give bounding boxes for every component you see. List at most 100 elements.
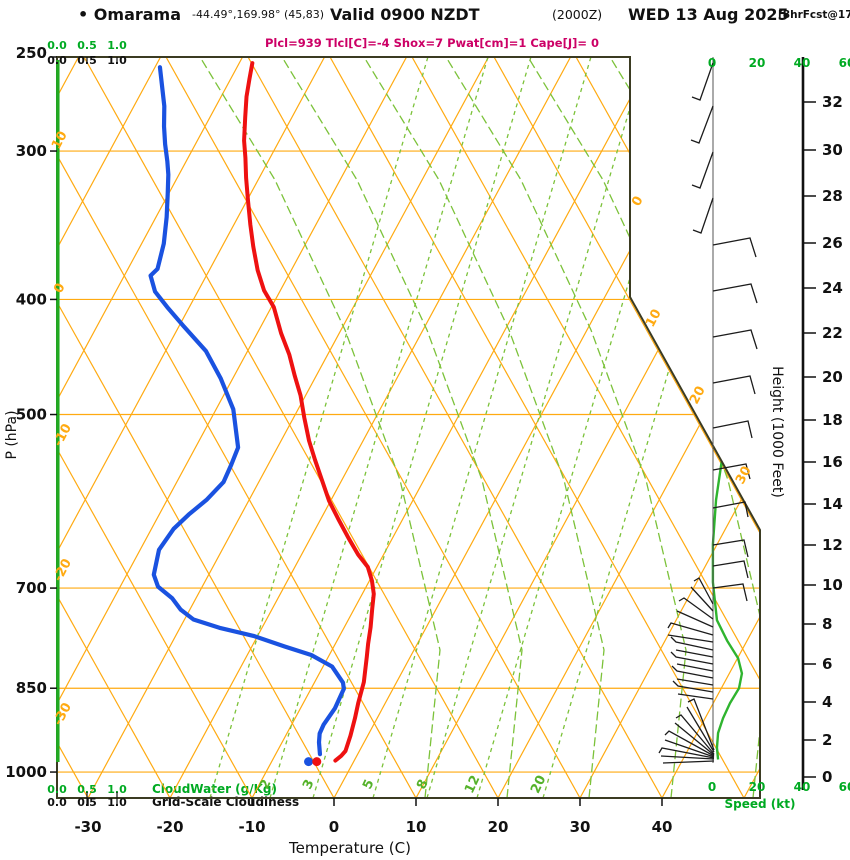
pressure-tick-label: 1000	[5, 763, 47, 781]
wind-barb	[693, 577, 714, 605]
pressure-tick-label: 300	[16, 142, 47, 160]
forecast-tag: [8hrFcst@1759z]	[778, 9, 850, 21]
dry-adiabat-line	[57, 57, 253, 798]
wind-barb	[667, 634, 714, 643]
moist-adiabat-line	[363, 57, 605, 798]
wind-barb	[670, 636, 714, 651]
speed-tick-label-bottom: 20	[749, 780, 766, 794]
temperature-tick-label: 10	[406, 818, 427, 836]
wind-barb	[712, 501, 749, 518]
pressure-tick-label: 400	[16, 290, 47, 308]
wind-barb	[675, 714, 715, 755]
isotherm-line	[333, 57, 736, 798]
wind-barb	[671, 665, 714, 679]
wind-barb	[672, 680, 714, 693]
height-tick-label: 18	[822, 411, 843, 429]
wind-barb	[712, 329, 758, 350]
speed-tick-label-top: 60	[839, 56, 850, 70]
isotherm-line	[661, 57, 760, 798]
wind-barb	[664, 739, 715, 758]
pressure-tick-label: 500	[16, 406, 47, 424]
height-tick-label: 6	[822, 655, 832, 673]
height-tick-label: 8	[822, 615, 832, 633]
wind-barb	[712, 237, 757, 258]
temperature-tick-label: 30	[570, 818, 591, 836]
mixing-ratio-label: 12	[462, 773, 483, 796]
wind-barb	[712, 583, 748, 602]
surface-temperature-dot	[312, 757, 322, 767]
wind-barb	[712, 283, 758, 304]
speed-tick-label-top: 0	[708, 56, 716, 70]
isotherm-line	[57, 57, 326, 798]
wind-barb	[712, 539, 749, 558]
cloudwater-scale-tick-bottom: 0.0	[47, 783, 67, 796]
moist-adiabat-line	[527, 57, 760, 798]
wind-barb	[676, 678, 714, 686]
dry-adiabat-line	[83, 57, 499, 798]
height-tick-label: 28	[822, 187, 843, 205]
wind-barb	[690, 586, 714, 612]
temperature-tick-label: 0	[329, 818, 339, 836]
mixing-ratio-label: 20	[528, 773, 549, 796]
wind-barb	[667, 622, 714, 636]
isotherm-line	[57, 57, 244, 798]
height-tick-label: 10	[822, 576, 843, 594]
cloudwater-scale-tick-bottom: 1.0	[107, 783, 127, 796]
cloudwater-scale-title: CloudWater (g/Kg)	[152, 782, 277, 796]
isotherm-label: -10	[51, 421, 75, 449]
mixing-ratio-line	[209, 57, 429, 798]
cloudwater-scale-tick-bottom: 0.5	[77, 783, 97, 796]
speed-tick-label-top: 40	[794, 56, 811, 70]
height-tick-label: 26	[822, 234, 843, 252]
cloudwater-scale-tick-top: 0.5	[77, 39, 97, 52]
station-coords: -44.49°,169.98° (45,83)	[192, 8, 324, 21]
speed-tick-label-top: 20	[749, 56, 766, 70]
speed-axis-title: Speed (kt)	[725, 797, 796, 811]
dry-adiabat-line	[57, 57, 171, 798]
moist-adiabat-line	[199, 57, 441, 798]
dry-adiabat-line	[165, 57, 581, 798]
mixing-ratio-line	[476, 57, 696, 798]
mixing-ratio-line	[542, 57, 760, 798]
plot-boundary	[56, 56, 761, 799]
moist-adiabat-line	[281, 57, 523, 798]
height-tick-label: 22	[822, 324, 843, 342]
isotherm-line	[497, 57, 760, 798]
moist-adiabat-line	[609, 57, 760, 798]
speed-tick-label-bottom: 40	[794, 780, 811, 794]
pressure-tick-label: 250	[16, 44, 47, 62]
cloudiness-scale-tick-top: 0.0	[47, 54, 67, 67]
height-tick-label: 24	[822, 279, 843, 297]
height-tick-label: 12	[822, 536, 843, 554]
height-tick-label: 32	[822, 93, 843, 111]
height-tick-label: 20	[822, 368, 843, 386]
pressure-tick-label: 700	[16, 579, 47, 597]
wind-barb	[712, 560, 749, 579]
isotherm-line	[57, 57, 408, 798]
isotherm-line	[579, 57, 760, 798]
height-tick-label: 4	[822, 693, 832, 711]
isotherm-line	[415, 57, 760, 798]
pressure-tick-label: 850	[16, 679, 47, 697]
cloudwater-scale-tick-top: 1.0	[107, 39, 127, 52]
wind-barb	[676, 663, 714, 672]
dry-adiabat-line	[247, 57, 663, 798]
mixing-ratio-line	[426, 57, 646, 798]
wind-barb	[712, 375, 756, 395]
height-axis-title: Height (1000 Feet)	[769, 366, 785, 498]
height-tick-label: 16	[822, 453, 843, 471]
isotherm-label: 0	[629, 194, 646, 209]
mixing-ratio-line	[269, 57, 489, 798]
height-tick-label: 0	[822, 768, 832, 786]
dry-adiabat-line	[57, 57, 335, 798]
isotherm-label: -30	[51, 700, 75, 728]
dewpoint-curve	[148, 65, 346, 757]
isotherm-line	[251, 57, 654, 798]
isotherm-line	[87, 57, 490, 798]
moist-adiabat-line	[445, 57, 687, 798]
temperature-axis-title: Temperature (C)	[288, 839, 411, 857]
speed-tick-label-bottom: 0	[708, 780, 716, 794]
dry-adiabat-line	[493, 57, 760, 798]
dry-adiabat-line	[329, 57, 745, 798]
